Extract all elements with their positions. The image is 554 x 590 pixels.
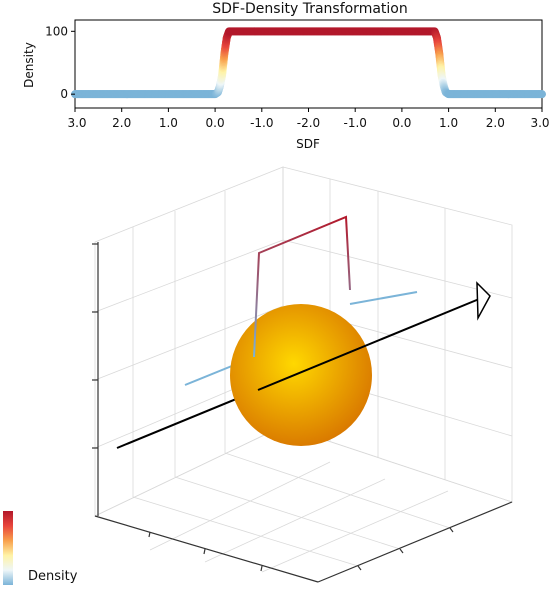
x-tick-label: 3.0 xyxy=(67,116,86,130)
y-axis-ticks: 0 100 xyxy=(45,24,75,101)
density-line-high xyxy=(253,215,351,358)
x-tick xyxy=(148,531,151,538)
data-point xyxy=(538,90,546,99)
x-tick xyxy=(260,565,263,572)
grid-line xyxy=(282,239,513,299)
y-tick xyxy=(357,565,362,571)
y-axis-label: Density xyxy=(22,42,36,88)
y-axis-line xyxy=(317,501,513,583)
grid-line xyxy=(261,490,449,573)
x-tick-label: 0.0 xyxy=(206,116,225,130)
x-axis-line xyxy=(94,515,319,583)
x-tick-label: -1.0 xyxy=(250,116,273,130)
grid-line xyxy=(204,478,386,563)
density-line-right xyxy=(349,291,418,305)
3d-scene xyxy=(92,166,514,583)
grid-line xyxy=(224,452,451,529)
x-tick-label: -1.0 xyxy=(343,116,366,130)
x-tick-label: 0.0 xyxy=(392,116,411,130)
ray-front-segment xyxy=(257,296,485,391)
floor-pane xyxy=(93,425,514,583)
grid-line xyxy=(149,461,331,551)
grid-line xyxy=(94,305,284,381)
y-tick-label: 0 xyxy=(60,87,68,101)
x-axis-label: SDF xyxy=(296,137,320,151)
y-tick xyxy=(449,527,454,533)
y-tick xyxy=(399,548,404,554)
x-tick xyxy=(203,548,206,555)
axis-lines xyxy=(92,242,513,583)
x-tick-label: -2.0 xyxy=(297,116,320,130)
x-tick-label: 1.0 xyxy=(439,116,458,130)
grid-line xyxy=(94,239,284,313)
x-tick-label: 2.0 xyxy=(112,116,131,130)
density-colorbar xyxy=(3,511,13,585)
y-tick-label: 100 xyxy=(45,24,68,38)
colorbar-label: Density xyxy=(28,569,78,584)
grid-line xyxy=(174,476,401,550)
x-tick-label: 3.0 xyxy=(530,116,549,130)
chart-title: SDF-Density Transformation xyxy=(212,1,407,17)
ray-arrowhead xyxy=(476,281,491,321)
sphere xyxy=(230,304,372,446)
sdf-density-chart: SDF-Density Transformation 0 100 3.0 2.0 1.… xyxy=(22,1,550,151)
x-tick-label: 2.0 xyxy=(486,116,505,130)
grid-line xyxy=(132,496,359,567)
x-tick-label: 1.0 xyxy=(159,116,178,130)
chart-marks xyxy=(71,27,546,99)
x-axis-ticks: 3.0 2.0 1.0 0.0 -1.0 -2.0 -1.0 0.0 1.0 2.0 3.0 xyxy=(67,108,550,130)
